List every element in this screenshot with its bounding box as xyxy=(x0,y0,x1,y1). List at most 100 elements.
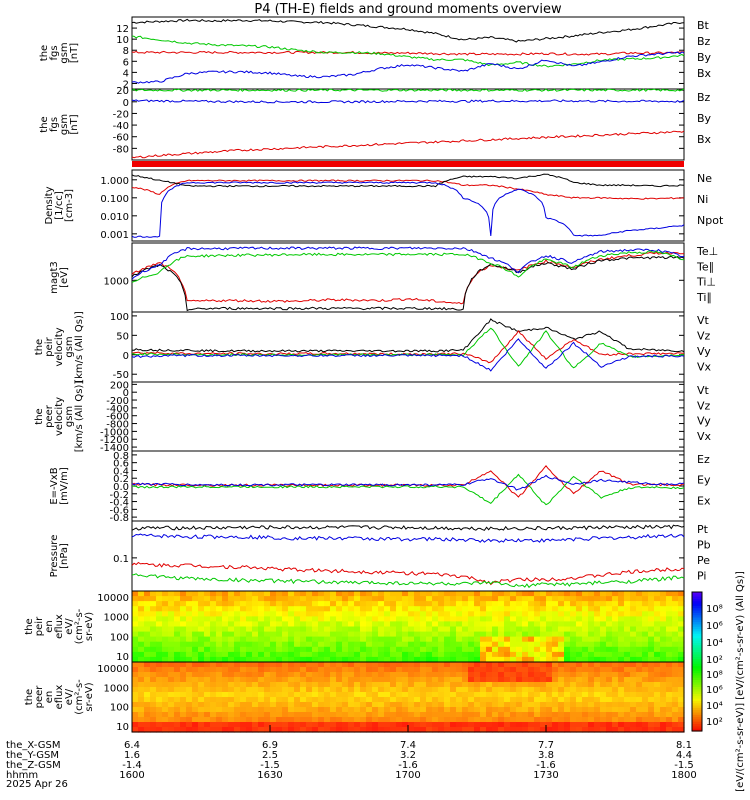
heatmap-cell xyxy=(414,626,421,633)
heatmap-cell xyxy=(624,596,631,602)
colorbar-cell xyxy=(692,610,702,614)
heatmap-cell xyxy=(342,667,349,673)
heatmap-cell xyxy=(588,722,595,728)
heatmap-cell xyxy=(168,662,175,668)
heatmap-cell xyxy=(258,712,265,718)
heatmap-cell xyxy=(636,646,643,653)
heatmap-cell xyxy=(246,687,253,693)
heatmap-cell xyxy=(258,591,265,597)
ytick-label: 1000 xyxy=(104,613,129,624)
heatmap-cell xyxy=(522,621,529,628)
heatmap-cell xyxy=(354,662,361,668)
heatmap-cell xyxy=(138,641,145,648)
heatmap-cell xyxy=(480,662,487,668)
heatmap-cell xyxy=(168,641,175,648)
heatmap-cell xyxy=(636,621,643,628)
heatmap-cell xyxy=(384,697,391,703)
heatmap-cell xyxy=(666,727,673,733)
heatmap-cell xyxy=(414,687,421,693)
heatmap-cell xyxy=(156,687,163,693)
heatmap-cell xyxy=(540,707,547,713)
heatmap-cell xyxy=(360,707,367,713)
heatmap-cell xyxy=(138,702,145,708)
heatmap-cell xyxy=(144,621,151,628)
heatmap-cell xyxy=(654,687,661,693)
heatmap-cell xyxy=(414,712,421,718)
heatmap-cell xyxy=(444,662,451,668)
heatmap-cell xyxy=(468,636,475,643)
heatmap-cell xyxy=(144,656,151,663)
heatmap-cell xyxy=(636,667,643,673)
heatmap-cell xyxy=(546,611,553,617)
heatmap-cell xyxy=(624,601,631,607)
heatmap-cell xyxy=(492,646,499,653)
heatmap-cell xyxy=(318,702,325,708)
ylabel-line: en xyxy=(44,691,55,704)
heatmap-cell xyxy=(588,677,595,683)
heatmap-cell xyxy=(612,667,619,673)
heatmap-cell xyxy=(150,601,157,607)
heatmap-cell xyxy=(198,692,205,698)
heatmap-cell xyxy=(186,667,193,673)
heatmap-cell xyxy=(216,717,223,723)
ytick-label: 0.0 xyxy=(113,482,129,493)
heatmap-cell xyxy=(282,596,289,602)
heatmap-cell xyxy=(360,606,367,612)
heatmap-cell xyxy=(546,596,553,602)
heatmap-cell xyxy=(420,591,427,597)
heatmap-cell xyxy=(522,722,529,728)
heatmap-cell xyxy=(192,621,199,628)
heatmap-cell xyxy=(294,646,301,653)
heatmap-cell xyxy=(582,606,589,612)
heatmap-cell xyxy=(432,601,439,607)
heatmap-cell xyxy=(162,646,169,653)
heatmap-cell xyxy=(396,702,403,708)
heatmap-cell xyxy=(306,641,313,648)
heatmap-cell xyxy=(588,641,595,648)
heatmap-cell xyxy=(648,727,655,733)
heatmap-cell xyxy=(600,651,607,658)
heatmap-cell xyxy=(252,601,259,607)
heatmap-cell xyxy=(372,651,379,658)
ylabel-line: eflux xyxy=(54,614,65,639)
heatmap-cell xyxy=(240,687,247,693)
heatmap-cell xyxy=(306,697,313,703)
heatmap-cell xyxy=(348,616,355,623)
heatmap-cell xyxy=(132,717,139,723)
heatmap-cell xyxy=(372,626,379,633)
heatmap-cell xyxy=(294,727,301,733)
heatmap-cell xyxy=(402,636,409,643)
heatmap-cell xyxy=(540,727,547,733)
heatmap-cell xyxy=(240,707,247,713)
heatmap-cell xyxy=(156,702,163,708)
heatmap-cell xyxy=(180,596,187,602)
heatmap-cell xyxy=(282,631,289,638)
heatmap-cell xyxy=(162,712,169,718)
heatmap-cell xyxy=(318,636,325,643)
heatmap-cell xyxy=(186,712,193,718)
heatmap-cell xyxy=(432,722,439,728)
heatmap-cell xyxy=(216,677,223,683)
heatmap-cell xyxy=(456,596,463,602)
heatmap-cell xyxy=(372,601,379,607)
heatmap-cell xyxy=(582,616,589,623)
heatmap-cell xyxy=(132,596,139,602)
heatmap-cell xyxy=(576,626,583,633)
heatmap-cell xyxy=(330,641,337,648)
colorbar-cell xyxy=(692,601,702,605)
heatmap-cell xyxy=(582,687,589,693)
heatmap-cell xyxy=(228,636,235,643)
heatmap-cell xyxy=(270,667,277,673)
heatmap-cell xyxy=(414,621,421,628)
heatmap-cell xyxy=(504,621,511,628)
heatmap-cell xyxy=(324,687,331,693)
heatmap-cell xyxy=(156,672,163,678)
legend-entry: Vt xyxy=(697,384,710,397)
heatmap-cell xyxy=(474,697,481,703)
heatmap-cell xyxy=(450,651,457,658)
heatmap-cell xyxy=(444,702,451,708)
heatmap-cell xyxy=(222,591,229,597)
heatmap-cell xyxy=(678,717,685,723)
heatmap-cell xyxy=(246,611,253,617)
heatmap-cell xyxy=(426,591,433,597)
